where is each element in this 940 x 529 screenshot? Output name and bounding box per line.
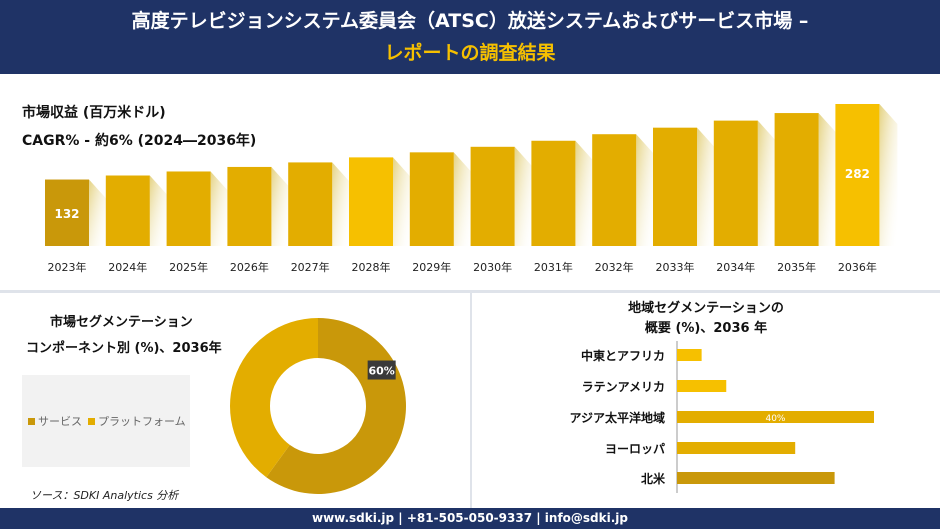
y-tick-label: 北米 bbox=[641, 471, 666, 486]
y-tick-label: ヨーロッパ bbox=[605, 442, 665, 456]
bar-2023年 bbox=[45, 179, 89, 246]
x-tick-label: 2025年 bbox=[169, 260, 208, 274]
legend-swatch bbox=[88, 417, 95, 425]
page-subtitle: レポートの調査結果 bbox=[384, 42, 556, 64]
legend-swatch bbox=[28, 417, 35, 425]
source-note: ソース：SDKI Analytics 分析 bbox=[30, 489, 179, 502]
region-subtitle: 概要 (%)、2036 年 bbox=[644, 321, 768, 336]
section-divider-vertical bbox=[470, 293, 472, 508]
segment-subtitle: コンポーネント別 (%)、2036年 bbox=[26, 341, 222, 356]
bar-2034年 bbox=[713, 120, 758, 246]
region-segment-panel: 地域セグメンテーションの 概要 (%)、2036 年 中東とアフリカ ラテンアメリ… bbox=[472, 293, 940, 508]
x-tick-label: 2024年 bbox=[108, 260, 147, 274]
donut-legend: サービス プラットフォーム bbox=[22, 375, 190, 467]
hbar-ラテンアメリカ bbox=[677, 380, 727, 392]
bar-shadow bbox=[149, 175, 168, 246]
data-label: 60% bbox=[368, 365, 394, 378]
bar-2028年 bbox=[349, 157, 393, 246]
x-tick-label: 2030年 bbox=[473, 260, 512, 274]
cagr-label: CAGR% - 約6% (2024―2036年) bbox=[22, 133, 257, 149]
data-label-box bbox=[367, 360, 396, 380]
bar-2027年 bbox=[288, 162, 333, 246]
y-tick-label: ラテンアメリカ bbox=[582, 380, 665, 394]
component-donut-chart: 60% bbox=[230, 318, 406, 494]
bar-2024年 bbox=[105, 175, 150, 246]
x-tick-label: 2023年 bbox=[48, 260, 87, 274]
legend-label: サービス bbox=[38, 415, 82, 428]
legend-item-platform: プラットフォーム bbox=[88, 413, 186, 429]
bar-2033年 bbox=[653, 127, 697, 246]
bar-2035年 bbox=[774, 113, 819, 246]
bar-shadow bbox=[697, 127, 715, 246]
bar-shadow bbox=[575, 140, 594, 246]
legend-item-services: サービス bbox=[28, 413, 82, 429]
bar-shadow bbox=[210, 171, 229, 246]
x-tick-label: 2027年 bbox=[291, 260, 330, 274]
revenue-label: 市場収益 (百万米ドル) bbox=[22, 105, 166, 121]
bar-2025年 bbox=[166, 171, 211, 246]
bar-2030年 bbox=[470, 146, 515, 246]
component-segment-panel: 市場セグメンテーション コンポーネント別 (%)、2036年 サービス プラット… bbox=[0, 293, 470, 508]
bar-shadow bbox=[393, 157, 411, 246]
legend-label: プラットフォーム bbox=[98, 415, 186, 428]
y-tick-label: アジア太平洋地域 bbox=[569, 410, 665, 425]
data-label: 132 bbox=[54, 207, 79, 221]
hbar-北米 bbox=[677, 472, 835, 484]
bar-shadow bbox=[514, 146, 533, 246]
x-tick-label: 2029年 bbox=[412, 260, 451, 274]
x-tick-label: 2031年 bbox=[534, 260, 573, 274]
bar-2029年 bbox=[409, 152, 454, 246]
revenue-bar-chart: 2023年 132 2024年 2025年 2026年 2027年 2028年 2029年 20… bbox=[45, 104, 898, 274]
bar-shadow bbox=[636, 134, 655, 246]
revenue-panel: 2023年 132 2024年 2025年 2026年 2027年 2028年 2029年 20… bbox=[0, 74, 940, 290]
hbar-ヨーロッパ bbox=[677, 442, 796, 454]
bar-shadow bbox=[89, 179, 107, 246]
segment-title: 市場セグメンテーション bbox=[50, 315, 193, 330]
x-tick-label: 2028年 bbox=[352, 260, 391, 274]
y-tick-label: 中東とアフリカ bbox=[581, 348, 665, 363]
header-banner: 高度テレビジョンシステム委員会（ATSC）放送システムおよびサービス市場 – レ… bbox=[0, 0, 940, 74]
bar-2032年 bbox=[592, 134, 637, 246]
data-label: 282 bbox=[845, 167, 870, 181]
x-tick-label: 2035年 bbox=[777, 260, 816, 274]
footer-contact: www.sdki.jp | +81-505-050-9337 | info@sd… bbox=[0, 508, 940, 529]
x-tick-label: 2032年 bbox=[595, 260, 634, 274]
x-tick-label: 2036年 bbox=[838, 260, 877, 274]
bar-shadow bbox=[757, 120, 776, 246]
bar-shadow bbox=[332, 162, 351, 246]
bar-shadow bbox=[453, 152, 472, 246]
hbar-アジア太平洋地域 bbox=[677, 411, 874, 423]
bar-2026年 bbox=[227, 166, 272, 246]
region-title: 地域セグメンテーションの bbox=[628, 301, 784, 316]
bar-shadow bbox=[818, 113, 837, 246]
x-tick-label: 2026年 bbox=[230, 260, 269, 274]
bar-shadow bbox=[879, 104, 898, 246]
donut-slice-プラットフォーム bbox=[230, 318, 318, 478]
x-tick-label: 2033年 bbox=[656, 260, 695, 274]
page-title: 高度テレビジョンシステム委員会（ATSC）放送システムおよびサービス市場 – bbox=[131, 10, 809, 32]
bar-2036年 bbox=[835, 104, 880, 246]
hbar-中東とアフリカ bbox=[677, 349, 702, 361]
bar-2031年 bbox=[531, 140, 576, 246]
data-label: 40% bbox=[765, 414, 785, 424]
x-tick-label: 2034年 bbox=[716, 260, 755, 274]
section-divider bbox=[0, 290, 940, 293]
bar-shadow bbox=[271, 166, 290, 246]
